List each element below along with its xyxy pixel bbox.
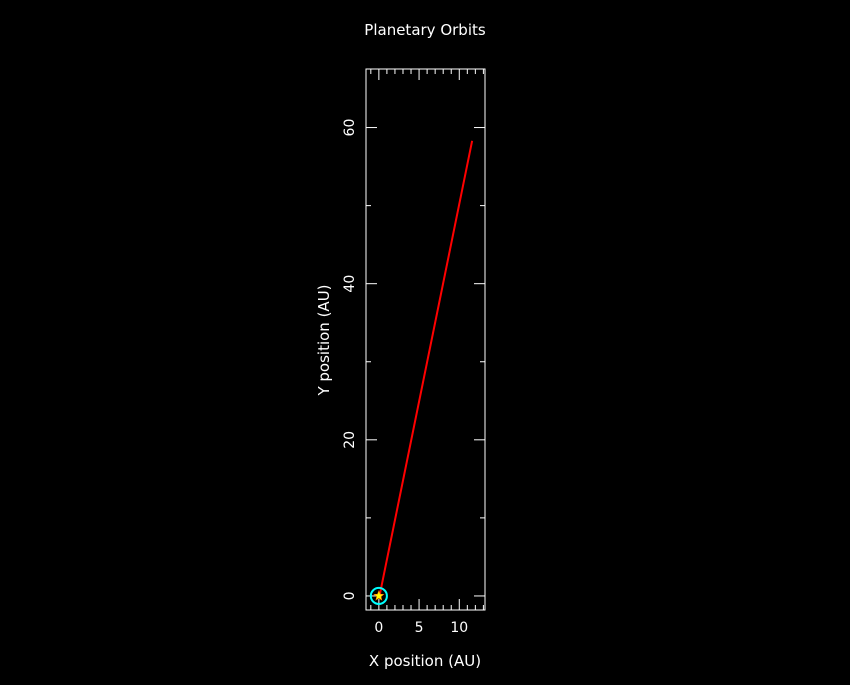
y-axis-label: Y position (AU) xyxy=(315,284,333,396)
axis-ticks: 0 5 10 0 20 40 60 xyxy=(342,69,485,636)
x-axis-label: X position (AU) xyxy=(369,652,481,670)
orbit-circle xyxy=(369,586,388,605)
y-tick-label: 60 xyxy=(342,119,358,137)
chart-title: Planetary Orbits xyxy=(364,21,486,39)
axes-frame xyxy=(365,68,486,611)
y-tick-label: 20 xyxy=(342,431,358,449)
x-tick-label: 10 xyxy=(450,620,468,636)
y-tick-label: 40 xyxy=(342,275,358,293)
plot-area xyxy=(369,140,474,605)
trajectory-line xyxy=(378,140,474,596)
y-tick-label: 0 xyxy=(342,591,358,600)
x-tick-label: 5 xyxy=(415,620,424,636)
plot-frame xyxy=(365,68,486,611)
sun-star-marker xyxy=(373,590,385,601)
x-tick-label: 0 xyxy=(374,620,383,636)
